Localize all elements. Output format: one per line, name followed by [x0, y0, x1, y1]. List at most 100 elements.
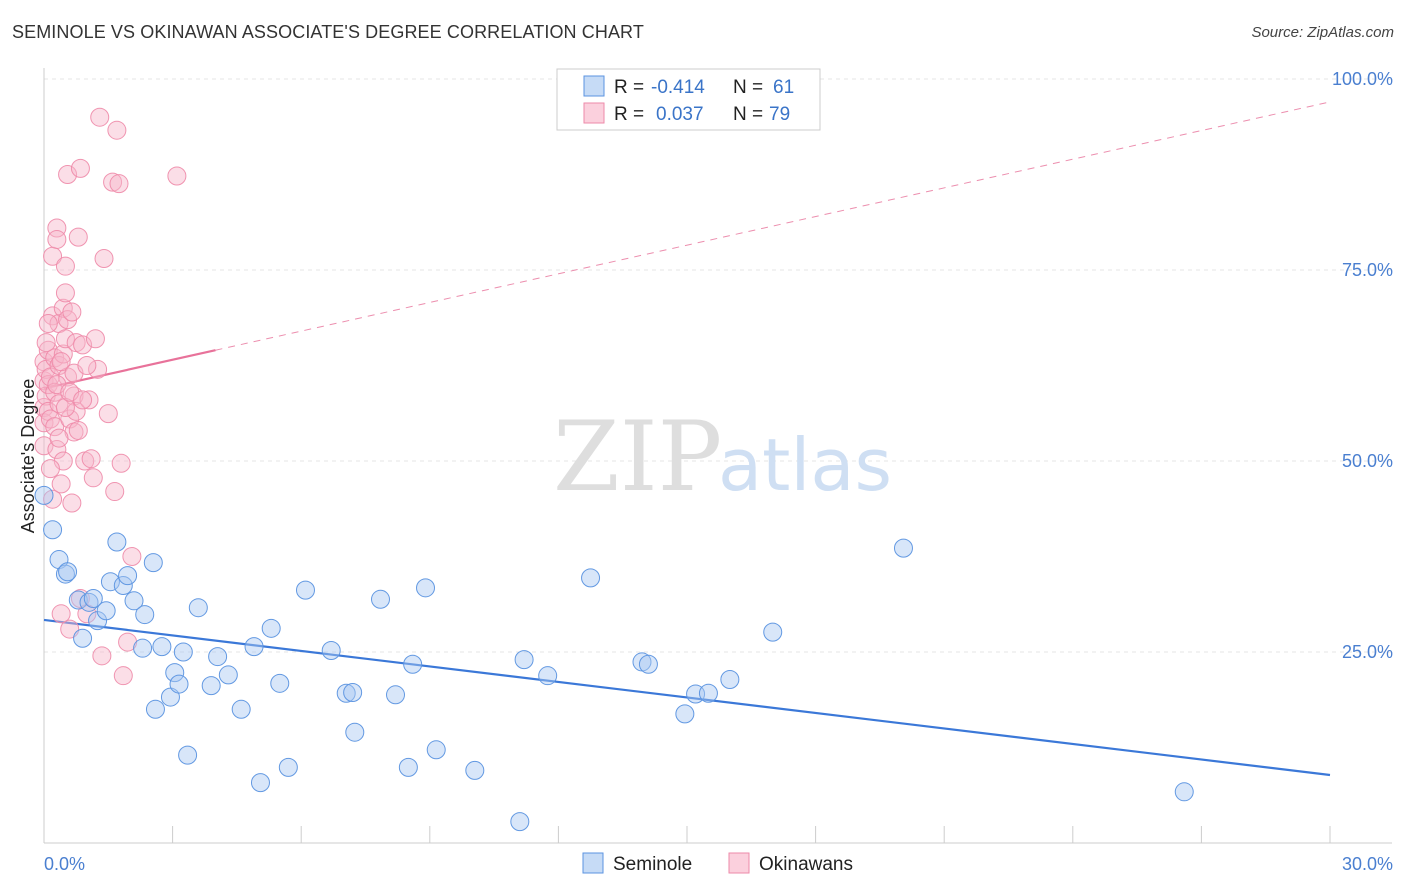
point-seminole-50 [538, 666, 558, 686]
point-okinawans-19 [47, 440, 67, 460]
top-legend: R = -0.414 N = 61 R = 0.037 N = 79 [556, 68, 821, 131]
legend-n-label-okinawans: N = [733, 104, 763, 125]
point-okinawans-16 [45, 417, 65, 437]
point-okinawans-28 [55, 256, 75, 276]
point-seminole-27 [201, 676, 221, 696]
chart-title: SEMINOLE VS OKINAWAN ASSOCIATE'S DEGREE … [12, 22, 644, 42]
point-seminole-48 [510, 812, 530, 832]
point-seminole-13 [113, 576, 133, 596]
point-okinawans-43 [70, 158, 90, 178]
point-seminole-31 [244, 637, 264, 657]
point-seminole-20 [152, 637, 172, 657]
bottom-legend: Seminole Okinawans [582, 852, 853, 875]
point-okinawans-17 [47, 218, 67, 238]
point-okinawans-56 [98, 404, 118, 424]
point-seminole-59 [893, 538, 913, 558]
x-tick-label-1: 30.0% [1342, 854, 1393, 874]
point-okinawans-50 [83, 468, 103, 488]
legend-n-value-okinawans: 79 [769, 104, 790, 125]
point-seminole-39 [343, 682, 363, 702]
point-seminole-34 [270, 673, 290, 693]
point-seminole-28 [208, 647, 228, 667]
point-okinawans-62 [113, 666, 133, 686]
point-seminole-17 [135, 605, 155, 625]
point-seminole-6 [73, 628, 93, 648]
point-seminole-51 [581, 568, 601, 588]
legend-r-value-seminole: -0.414 [651, 77, 705, 98]
tick-labels: 25.0% 50.0% 75.0% 100.0% 0.0% 30.0% [44, 69, 1393, 874]
bottom-legend-label-seminole: Seminole [613, 854, 692, 875]
y-axis-label: Associate's Degree [18, 379, 38, 534]
point-seminole-12 [107, 532, 127, 552]
point-okinawans-26 [53, 344, 73, 364]
watermark-zip: ZIP [553, 401, 722, 513]
point-seminole-44 [403, 654, 423, 674]
trend-line-okinawans-extended [215, 101, 1331, 351]
point-seminole-1 [43, 520, 63, 540]
point-seminole-57 [720, 670, 740, 690]
legend-r-label-okinawans: R = [614, 104, 644, 125]
point-seminole-35 [278, 757, 298, 777]
point-seminole-37 [321, 640, 341, 660]
point-seminole-38 [336, 683, 356, 703]
point-seminole-22 [165, 663, 185, 683]
point-okinawans-23 [51, 474, 71, 494]
point-okinawans-65 [36, 333, 56, 353]
point-seminole-43 [398, 757, 418, 777]
point-seminole-10 [96, 601, 116, 621]
point-okinawans-36 [62, 493, 82, 513]
point-okinawans-53 [90, 107, 110, 127]
point-seminole-36 [295, 580, 315, 600]
grid [44, 78, 1392, 653]
point-okinawans-66 [38, 313, 58, 333]
point-okinawans-70 [55, 398, 75, 418]
point-okinawans-61 [111, 453, 131, 473]
point-seminole-33 [261, 618, 281, 638]
point-seminole-54 [675, 704, 695, 724]
axes [43, 68, 1392, 844]
point-okinawans-35 [60, 619, 80, 639]
y-tick-label-0: 25.0% [1342, 642, 1393, 662]
point-seminole-4 [58, 562, 78, 582]
point-okinawans-64 [122, 547, 142, 566]
point-okinawans-59 [107, 120, 127, 140]
point-seminole-53 [638, 654, 658, 674]
point-okinawans-51 [85, 329, 105, 349]
point-seminole-45 [416, 578, 436, 598]
point-okinawans-54 [92, 646, 112, 666]
point-seminole-11 [100, 572, 120, 592]
point-okinawans-52 [88, 359, 108, 379]
x-tick-label-0: 0.0% [44, 854, 85, 874]
point-seminole-15 [124, 591, 144, 611]
y-tick-label-2: 75.0% [1342, 260, 1393, 280]
point-seminole-26 [188, 598, 208, 618]
point-okinawans-42 [68, 227, 88, 247]
point-okinawans-40 [66, 401, 86, 421]
point-seminole-47 [465, 760, 485, 780]
bottom-legend-label-okinawans: Okinawans [759, 854, 853, 875]
point-seminole-32 [250, 773, 270, 793]
point-seminole-19 [145, 699, 165, 719]
point-okinawans-4 [34, 436, 54, 456]
point-okinawans-49 [81, 449, 101, 469]
point-okinawans-58 [105, 482, 125, 502]
legend-r-value-okinawans: 0.037 [656, 104, 704, 125]
legend-n-value-seminole: 61 [773, 77, 794, 98]
point-seminole-14 [118, 566, 138, 586]
y-tick-label-3: 100.0% [1332, 69, 1393, 89]
legend-swatch-seminole [583, 75, 605, 97]
point-seminole-23 [169, 674, 189, 694]
point-okinawans-37 [62, 302, 82, 322]
point-okinawans-75 [77, 356, 97, 375]
point-okinawans-15 [45, 382, 65, 402]
point-seminole-56 [698, 683, 718, 703]
chart-source: Source: ZipAtlas.com [1251, 24, 1394, 41]
point-okinawans-30 [55, 329, 75, 349]
point-okinawans-7 [38, 340, 58, 360]
point-seminole-58 [763, 622, 783, 642]
legend-swatch-okinawans [583, 102, 605, 124]
point-seminole-40 [345, 722, 365, 742]
point-seminole-18 [143, 553, 163, 573]
watermark-atlas: atlas [718, 423, 892, 507]
point-seminole-3 [55, 564, 75, 584]
